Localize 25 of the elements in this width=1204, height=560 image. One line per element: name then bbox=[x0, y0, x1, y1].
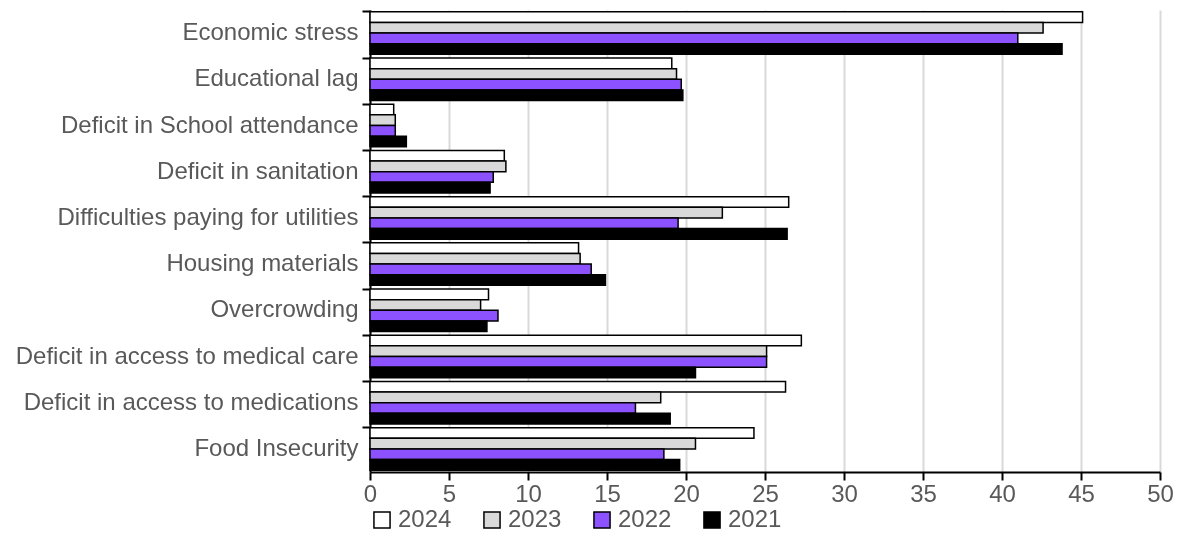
y-tick-label: Economic stress bbox=[182, 18, 359, 46]
legend-label: 2022 bbox=[618, 505, 672, 532]
y-tick-label: Food Insecurity bbox=[194, 433, 359, 461]
x-tick-label: 50 bbox=[1147, 479, 1174, 507]
y-tick-label: Overcrowding bbox=[210, 295, 359, 323]
x-tick-label: 20 bbox=[673, 479, 700, 507]
x-tick-label: 30 bbox=[831, 479, 858, 507]
x-tick-label: 10 bbox=[515, 479, 542, 507]
y-tick-label: Difficulties paying for utilities bbox=[57, 202, 359, 230]
y-tick-label: Deficit in School attendance bbox=[60, 110, 359, 138]
x-tick-label: 5 bbox=[442, 479, 457, 507]
x-tick-label: 15 bbox=[594, 479, 621, 507]
x-tick-label: 40 bbox=[989, 479, 1016, 507]
legend-label: 2023 bbox=[508, 505, 562, 532]
y-tick-label: Deficit in sanitation bbox=[157, 156, 359, 184]
legend-label: 2021 bbox=[728, 505, 782, 532]
x-tick-label: 25 bbox=[752, 479, 779, 507]
y-tick-label: Deficit in access to medical care bbox=[15, 341, 359, 369]
y-tick-label: Housing materials bbox=[166, 249, 359, 277]
x-tick-label: 35 bbox=[910, 479, 937, 507]
legend-label: 2024 bbox=[398, 505, 452, 532]
y-tick-label: Deficit in access to medications bbox=[23, 387, 359, 415]
x-tick-label: 45 bbox=[1068, 479, 1095, 507]
y-tick-label: Educational lag bbox=[194, 64, 359, 92]
x-tick-label: 0 bbox=[363, 479, 378, 507]
